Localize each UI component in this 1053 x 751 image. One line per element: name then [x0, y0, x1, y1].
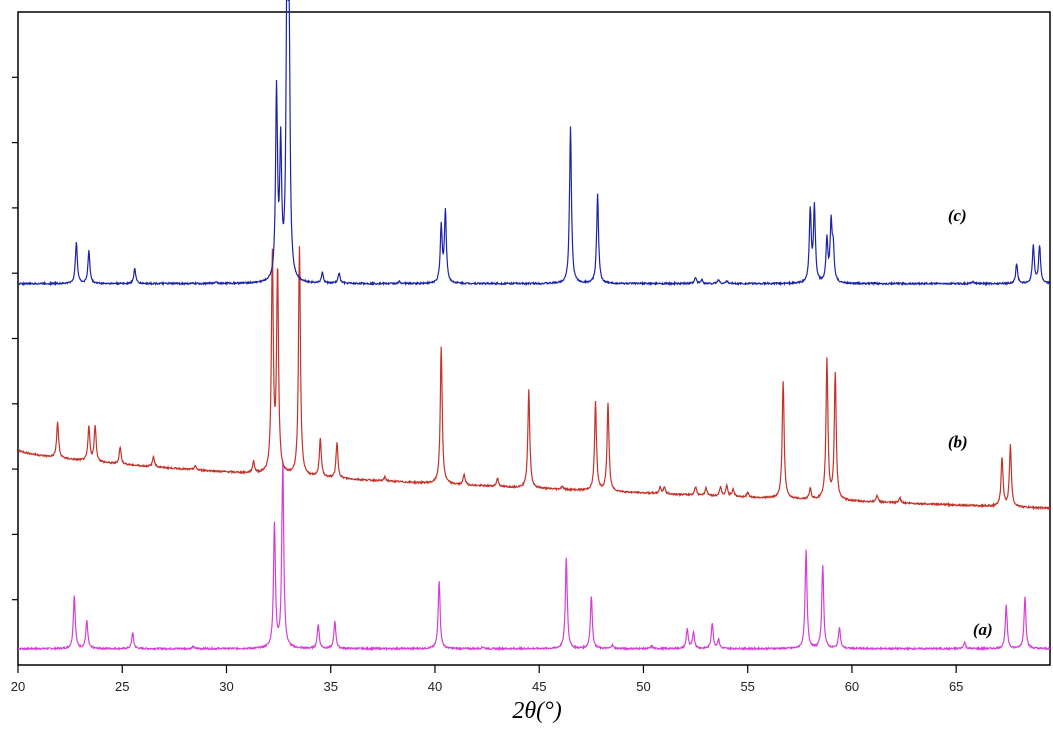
- x-tick-label: 55: [740, 679, 754, 694]
- series-labels: (c) (b) (a): [948, 206, 993, 639]
- x-tick-label: 50: [636, 679, 650, 694]
- x-tick-label: 30: [219, 679, 233, 694]
- x-tick-label: 60: [845, 679, 859, 694]
- series-label: (c): [948, 206, 967, 225]
- y-axis-ticks: [12, 76, 18, 601]
- x-tick-label: 45: [532, 679, 546, 694]
- x-axis-ticks: 20 25 30 35 40 45 50 55 60 65: [11, 665, 963, 694]
- x-tick-label: 35: [323, 679, 337, 694]
- x-tick-label: 25: [115, 679, 129, 694]
- x-tick-label: 20: [11, 679, 25, 694]
- series-line-c: [17, 0, 1051, 287]
- series-line-a: [17, 460, 1051, 652]
- x-tick-label: 40: [428, 679, 442, 694]
- x-tick-label: 65: [949, 679, 963, 694]
- x-axis-title: 2θ(°): [512, 698, 561, 724]
- series-label: (b): [948, 433, 968, 452]
- series-label: (a): [973, 620, 993, 639]
- series-line-b: [17, 246, 1051, 511]
- plot-frame: [17, 11, 1051, 666]
- series-layer: [17, 0, 1051, 652]
